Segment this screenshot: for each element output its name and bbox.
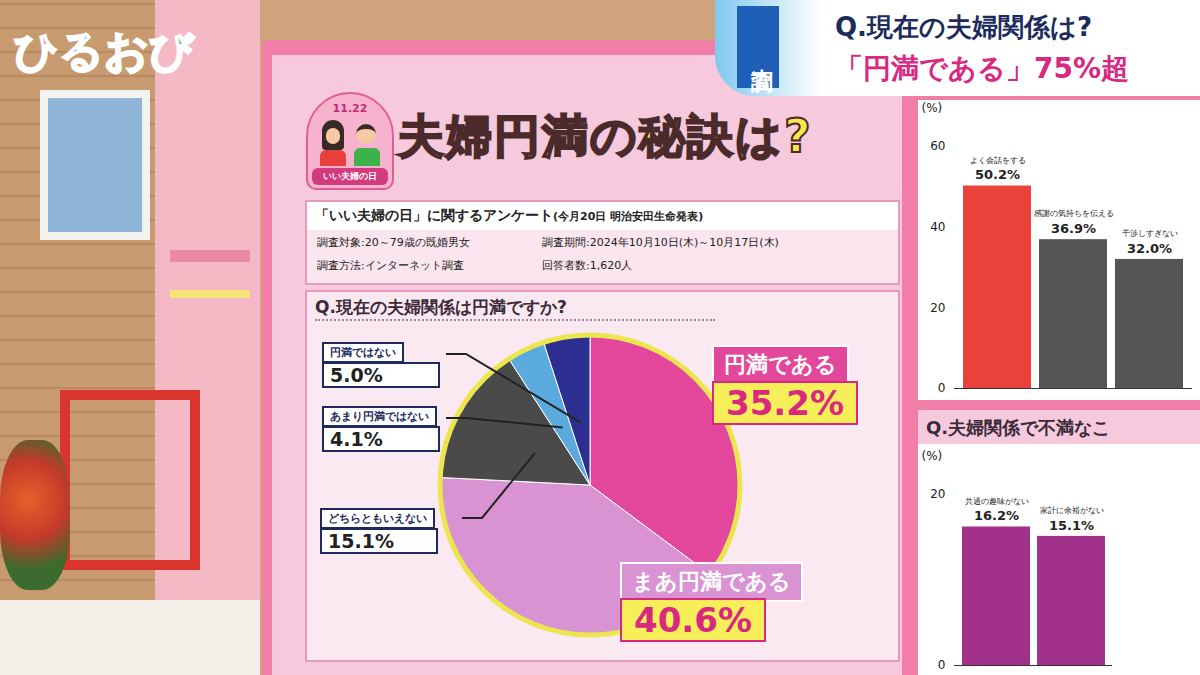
html-text:「円満である」75%超: 「円満である」75%超: [835, 52, 1129, 85]
html-text:11.22: 11.22: [332, 102, 368, 115]
svg-text:干渉しすぎない: 干渉しすぎない: [1122, 229, 1178, 238]
svg-text:32.0%: 32.0%: [1127, 241, 1172, 256]
html-text:15.1%: 15.1%: [328, 530, 394, 552]
html-text:ひるおび: ひるおび: [14, 25, 194, 76]
svg-text:0: 0: [938, 381, 946, 395]
html-text:いい夫婦の日: いい夫婦の日: [323, 171, 377, 181]
html-text:Q.夫婦関係で不満なこ: Q.夫婦関係で不満なこ: [926, 417, 1111, 438]
html-text:まあ円満である: まあ円満である: [632, 569, 791, 594]
svg-text:0: 0: [938, 658, 946, 672]
html-text:回答者数:1,620人: 回答者数:1,620人: [542, 259, 633, 272]
svg-text:共通の趣味がない: 共通の趣味がない: [965, 497, 1029, 506]
html-text:調査期間:2024年10月10日(木)～10月17日(木): 調査期間:2024年10月10日(木)～10月17日(木): [542, 236, 779, 249]
svg-text:20: 20: [930, 487, 945, 501]
html-text:調査方法:インターネット調査: 調査方法:インターネット調査: [317, 259, 464, 272]
svg-text:36.9%: 36.9%: [1051, 221, 1096, 236]
svg-text:20: 20: [930, 301, 945, 315]
html-text:4.1%: 4.1%: [330, 428, 383, 450]
html-text:どちらともいえない: どちらともいえない: [328, 512, 427, 525]
svg-text:16.2%: 16.2%: [974, 508, 1019, 523]
html-text:円満ではない: 円満ではない: [330, 346, 396, 359]
svg-text:40: 40: [930, 220, 945, 234]
svg-text:15.1%: 15.1%: [1049, 518, 1094, 533]
html-text:Q.現在の夫婦関係は?: Q.現在の夫婦関係は?: [835, 12, 1093, 42]
svg-text:(%): (%): [922, 101, 943, 115]
html-text:40.6%: 40.6%: [634, 600, 752, 640]
html-text:あまり円満ではない: あまり円満ではない: [330, 410, 429, 423]
html-text:円満である: 円満である: [724, 352, 837, 377]
html-text:35.2%: 35.2%: [726, 383, 844, 423]
svg-text:家計に余裕がない: 家計に余裕がない: [1040, 506, 1104, 515]
html-text:Q.現在の夫婦関係は円満ですか?: Q.現在の夫婦関係は円満ですか?: [315, 297, 567, 317]
svg-text:よく会話をする: よく会話をする: [970, 156, 1026, 165]
svg-text:(%): (%): [922, 449, 943, 463]
html-text:5.0%: 5.0%: [330, 364, 383, 386]
svg-text:60: 60: [930, 139, 945, 153]
html-text:夫婦円満の秘訣は?: 夫婦円満の秘訣は?: [398, 109, 813, 163]
svg-text:感謝の気持ちを伝える: 感謝の気持ちを伝える: [1034, 209, 1114, 218]
html-text:「いい夫婦の日」に関するアンケート(今月20日 明治安田生命: 「いい夫婦の日」に関するアンケート(今月20日 明治安田生命発表): [315, 207, 704, 223]
html-text:調査対象:20～79歳の既婚男女: 調査対象:20～79歳の既婚男女: [317, 236, 470, 249]
svg-text:50.2%: 50.2%: [975, 167, 1020, 182]
